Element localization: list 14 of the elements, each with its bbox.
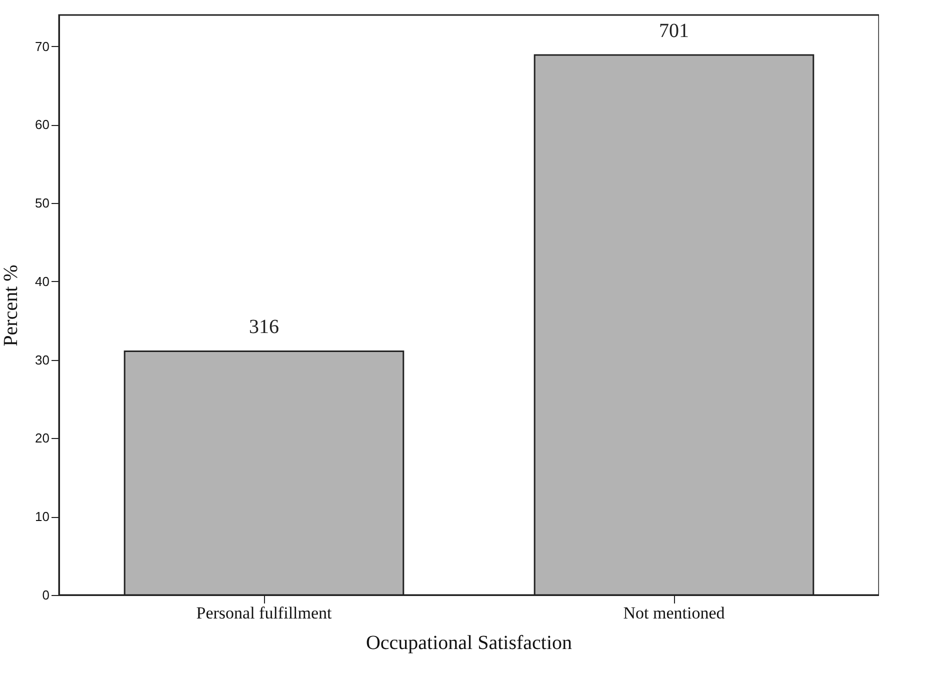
- y-tick-label: 0: [42, 588, 50, 602]
- y-tick-label: 10: [35, 509, 50, 524]
- y-tick-label: 50: [35, 196, 50, 211]
- x-axis-title: Occupational Satisfaction: [366, 632, 572, 654]
- annotation: 316: [249, 316, 279, 338]
- y-axis-title: Percent %: [0, 264, 22, 346]
- y-tick-label: 70: [35, 38, 50, 54]
- y-tick-label: 30: [35, 352, 50, 368]
- y-tick-label: 20: [35, 430, 50, 446]
- annotation: 701: [659, 20, 689, 42]
- x-tick-label: Not mentioned: [623, 604, 726, 622]
- y-tick-label: 60: [35, 117, 50, 132]
- x-tick-label: Personal fulfillment: [196, 604, 332, 622]
- y-tick-label: 40: [35, 274, 50, 289]
